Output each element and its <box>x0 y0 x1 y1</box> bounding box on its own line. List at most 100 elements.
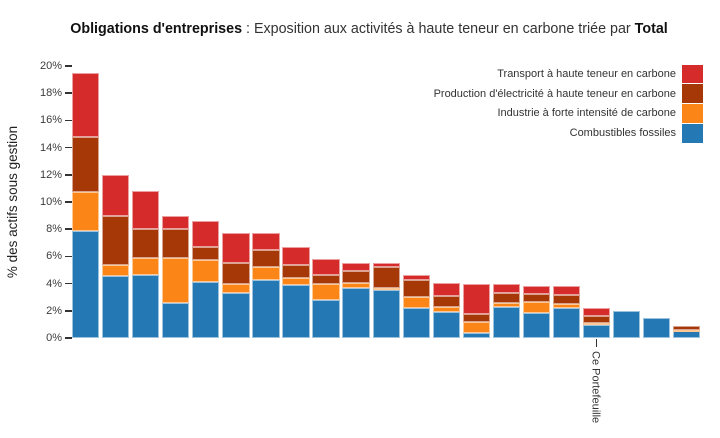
bar-12-segment-electricite[interactable] <box>402 280 430 297</box>
legend-item-electricite[interactable]: Production d'électricité à haute teneur … <box>434 84 703 104</box>
chart-title-prefix: Obligations d'entreprises <box>70 21 243 37</box>
bar-4-segment-electricite[interactable] <box>162 229 190 259</box>
legend-label-fossiles: Combustibles fossiles <box>569 127 676 140</box>
bar-16-segment-electricite[interactable] <box>522 294 551 302</box>
bar-1-segment-transport[interactable] <box>72 73 100 138</box>
bar-14-segment-fossiles[interactable] <box>462 332 490 338</box>
bar-6-segment-industrie[interactable] <box>222 284 250 294</box>
bar-13-segment-industrie[interactable] <box>432 306 460 313</box>
bar-1-segment-industrie[interactable] <box>72 192 100 231</box>
bar-21-segment-industrie[interactable] <box>673 329 701 332</box>
bar-16-segment-fossiles[interactable] <box>522 312 551 338</box>
bar-10-segment-transport[interactable] <box>342 262 370 271</box>
bar-8-segment-fossiles[interactable] <box>282 284 310 338</box>
y-tick-label-16: 16% <box>39 114 62 127</box>
bar-17-segment-transport[interactable] <box>552 286 581 296</box>
bar-5-segment-transport[interactable] <box>192 221 220 247</box>
chart-title-separator: : <box>242 21 254 37</box>
bar-3-segment-electricite[interactable] <box>132 228 160 259</box>
bar-5-segment-industrie[interactable] <box>192 260 220 283</box>
bar-20-segment-fossiles[interactable] <box>642 317 671 338</box>
bar-11-segment-transport[interactable] <box>372 262 400 268</box>
bar-15-segment-electricite[interactable] <box>492 293 520 304</box>
bar-5-segment-fossiles[interactable] <box>192 282 220 338</box>
bar-19-segment-fossiles[interactable] <box>612 311 641 338</box>
legend-label-electricite: Production d'électricité à haute teneur … <box>433 87 676 100</box>
bar-17-segment-electricite[interactable] <box>552 295 581 304</box>
bar-16-segment-industrie[interactable] <box>522 301 551 313</box>
bar-18-segment-fossiles[interactable] <box>582 325 611 338</box>
bar-17-segment-fossiles[interactable] <box>552 308 581 338</box>
bar-13-segment-electricite[interactable] <box>432 295 460 307</box>
bar-8-segment-industrie[interactable] <box>282 278 310 285</box>
bar-16-segment-transport[interactable] <box>522 285 551 295</box>
bar-7-segment-electricite[interactable] <box>252 250 280 267</box>
bar-11-segment-industrie[interactable] <box>372 287 400 291</box>
bar-14-segment-transport[interactable] <box>462 283 490 314</box>
bar-12-segment-fossiles[interactable] <box>402 308 430 338</box>
legend-item-fossiles[interactable]: Combustibles fossiles <box>434 123 703 143</box>
bar-21-segment-fossiles[interactable] <box>673 331 701 338</box>
bar-6-segment-transport[interactable] <box>222 232 250 264</box>
bar-14-segment-electricite[interactable] <box>462 313 490 323</box>
bar-18-segment-electricite[interactable] <box>582 316 611 324</box>
chart-title: Obligations d'entreprises : Exposition a… <box>0 21 720 37</box>
bar-1-segment-electricite[interactable] <box>72 137 100 193</box>
bar-17-segment-industrie[interactable] <box>552 304 581 309</box>
bar-3-segment-transport[interactable] <box>132 191 160 229</box>
bar-3-segment-industrie[interactable] <box>132 258 160 276</box>
bar-2-segment-fossiles[interactable] <box>102 276 130 338</box>
bar-10-segment-electricite[interactable] <box>342 270 370 283</box>
bar-5-segment-electricite[interactable] <box>192 246 220 261</box>
bar-8-segment-electricite[interactable] <box>282 264 310 279</box>
bar-15-segment-transport[interactable] <box>492 283 520 294</box>
bar-3-segment-fossiles[interactable] <box>132 275 160 338</box>
bar-21-segment-electricite[interactable] <box>673 325 701 330</box>
bar-7-segment-industrie[interactable] <box>252 266 280 280</box>
y-tick-label-6: 6% <box>46 250 62 263</box>
bar-7-segment-fossiles[interactable] <box>252 279 280 338</box>
y-tick-label-0: 0% <box>46 332 62 344</box>
y-tick-mark-6 <box>65 255 72 258</box>
legend-item-transport[interactable]: Transport à haute teneur en carbone <box>434 64 703 84</box>
bar-10-segment-fossiles[interactable] <box>342 287 370 338</box>
bar-7-segment-transport[interactable] <box>252 233 280 251</box>
bar-13-segment-fossiles[interactable] <box>432 312 460 338</box>
bar-6-segment-fossiles[interactable] <box>222 293 250 338</box>
bar-4-segment-industrie[interactable] <box>162 258 190 304</box>
bar-2-segment-transport[interactable] <box>102 174 130 216</box>
bar-11-segment-electricite[interactable] <box>372 267 400 288</box>
y-tick-label-12: 12% <box>39 168 62 181</box>
legend: Transport à haute teneur en carbone Produ… <box>434 64 703 143</box>
bar-11-segment-fossiles[interactable] <box>372 290 400 338</box>
bar-12-segment-industrie[interactable] <box>402 296 430 309</box>
chart-title-suffix: Total <box>634 21 668 37</box>
bar-8-segment-transport[interactable] <box>282 246 310 265</box>
y-tick-mark-2 <box>65 310 72 312</box>
bar-2-segment-industrie[interactable] <box>102 265 130 277</box>
bar-15-segment-fossiles[interactable] <box>492 306 520 338</box>
y-tick-label-4: 4% <box>46 277 62 290</box>
y-tick-label-8: 8% <box>46 223 62 236</box>
bar-6-segment-electricite[interactable] <box>222 263 250 285</box>
bar-1-segment-fossiles[interactable] <box>72 230 100 338</box>
bar-9-segment-electricite[interactable] <box>312 275 340 284</box>
bar-15-segment-industrie[interactable] <box>492 303 520 307</box>
y-tick-mark-16 <box>65 119 72 122</box>
bar-18-segment-transport[interactable] <box>582 308 611 317</box>
bar-4-segment-fossiles[interactable] <box>162 303 190 338</box>
bar-18-segment-industrie[interactable] <box>582 323 611 326</box>
y-tick-mark-14 <box>65 146 72 149</box>
bar-2-segment-electricite[interactable] <box>102 215 130 266</box>
bar-9-segment-industrie[interactable] <box>312 283 340 300</box>
bar-4-segment-transport[interactable] <box>162 215 190 230</box>
bar-10-segment-industrie[interactable] <box>342 282 370 288</box>
bar-9-segment-transport[interactable] <box>312 259 340 276</box>
legend-label-transport: Transport à haute teneur en carbone <box>497 67 676 80</box>
bar-12-segment-transport[interactable] <box>402 274 430 281</box>
bar-14-segment-industrie[interactable] <box>462 322 490 333</box>
bar-9-segment-fossiles[interactable] <box>312 299 340 338</box>
bar-13-segment-transport[interactable] <box>432 282 460 296</box>
y-tick-label-18: 18% <box>39 87 62 100</box>
legend-item-industrie[interactable]: Industrie à forte intensité de carbone <box>434 104 703 124</box>
